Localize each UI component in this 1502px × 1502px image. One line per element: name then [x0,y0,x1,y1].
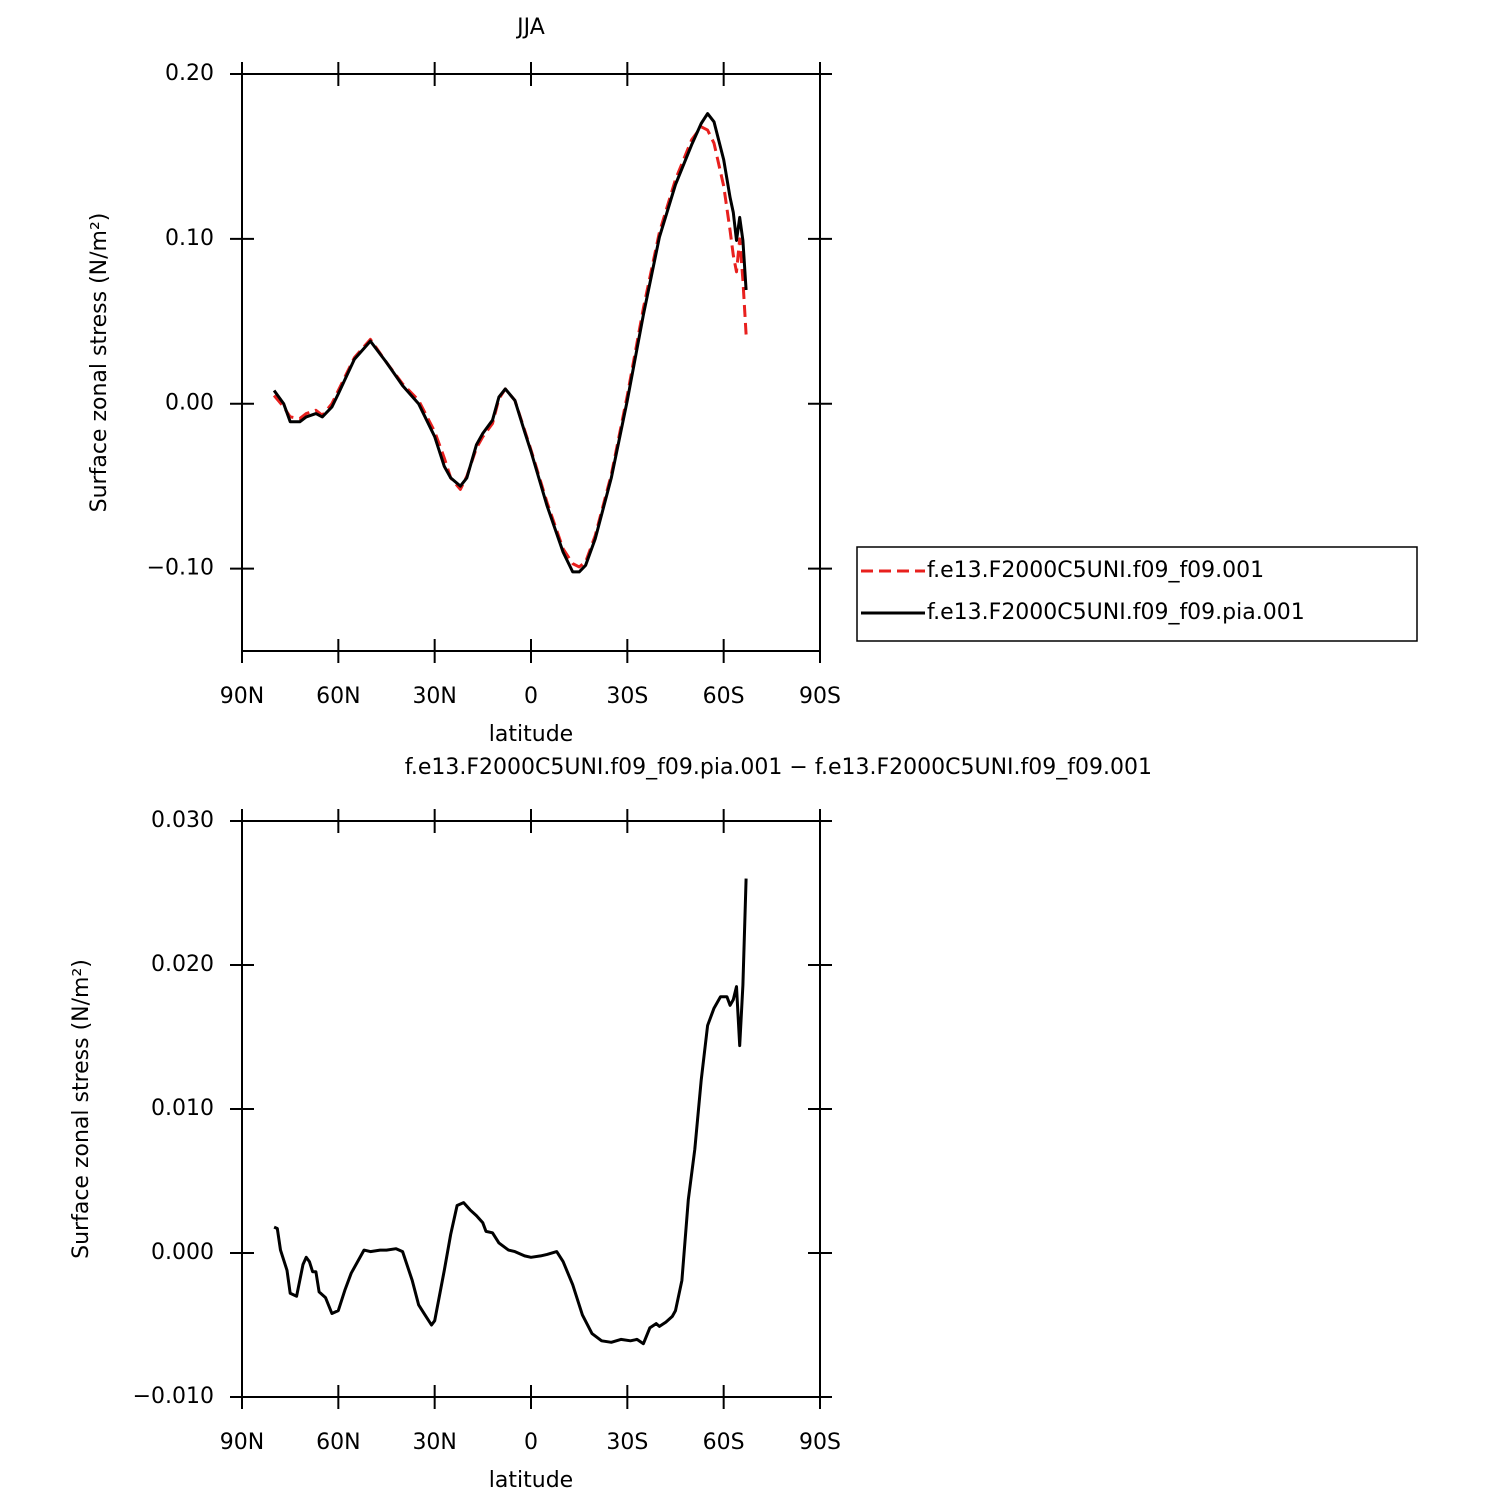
y-tick-label: 0.000 [151,1240,214,1265]
y-tick-label: 0.030 [151,808,214,833]
x-tick-label: 60N [316,1430,360,1455]
y-tick-label: 0.00 [165,391,214,416]
x-tick-label: 90S [799,1430,841,1455]
x-tick-label: 60N [316,684,360,709]
x-tick-label: 60S [703,1430,745,1455]
data-line [272,125,748,569]
x-tick-label: 30S [606,684,648,709]
x-tick-label: 0 [524,1430,538,1455]
x-axis-label: latitude [489,1468,573,1493]
y-tick-label: 0.010 [151,1096,214,1121]
legend-label: f.e13.F2000C5UNI.f09_f09.001 [927,558,1264,583]
y-tick-label: 0.10 [165,226,214,251]
x-tick-label: 90N [220,1430,264,1455]
y-axis-label: Surface zonal stress (N/m²) [87,213,112,513]
y-axis-label: Surface zonal stress (N/m²) [69,959,94,1259]
plot-frame [241,73,821,652]
y-tick-label: 0.20 [165,61,214,86]
x-tick-label: 30N [412,1430,456,1455]
y-tick-label: −0.010 [133,1384,214,1409]
data-line [273,878,748,1346]
legend-label: f.e13.F2000C5UNI.f09_f09.pia.001 [927,600,1305,625]
x-tick-label: 90S [799,684,841,709]
chart-title: JJA [515,15,545,40]
x-tick-label: 60S [703,684,745,709]
data-line [272,112,748,574]
legend-box [856,546,1418,642]
y-tick-label: 0.020 [151,952,214,977]
x-tick-label: 0 [524,684,538,709]
x-tick-label: 30S [606,1430,648,1455]
y-tick-label: −0.10 [147,556,214,581]
x-axis-label: latitude [489,722,573,747]
plot-frame [241,820,821,1398]
x-tick-label: 90N [220,684,264,709]
chart-title: f.e13.F2000C5UNI.f09_f09.pia.001 − f.e13… [405,755,1152,780]
x-tick-label: 30N [412,684,456,709]
